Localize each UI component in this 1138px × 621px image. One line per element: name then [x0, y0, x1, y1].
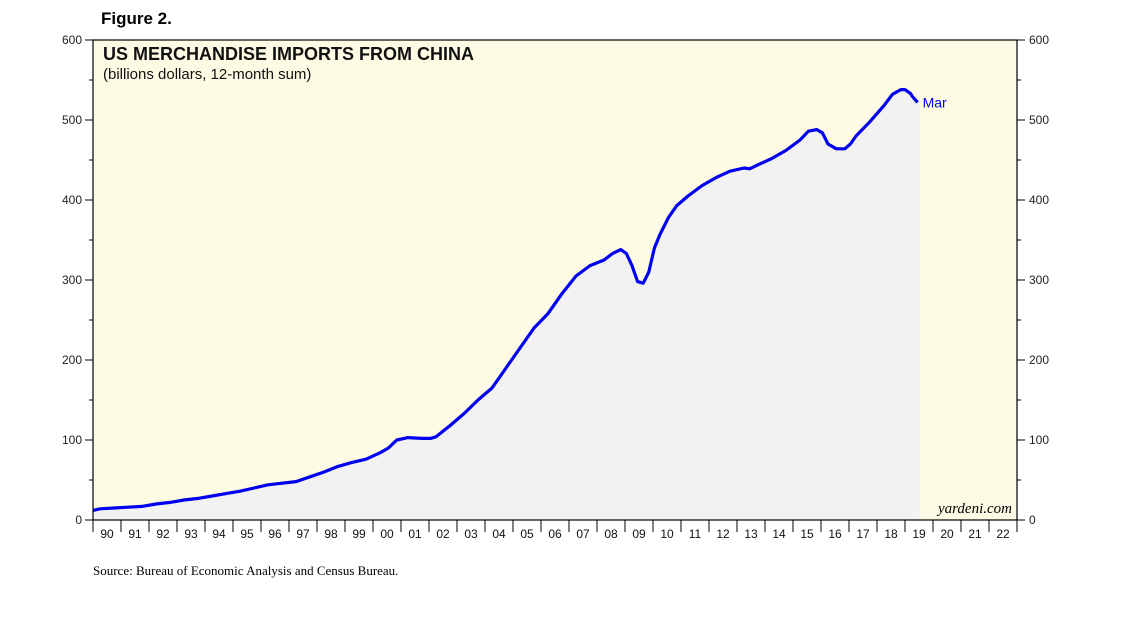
x-tick-label: 09 [632, 527, 646, 541]
x-axis: 90 91 92 93 94 95 96 97 98 99 00 01 02 03 04 05 06 07 08 09… [92, 520, 1018, 541]
x-tick-label: 99 [352, 527, 366, 541]
x-tick-label: 90 [100, 527, 114, 541]
x-tick-label: 17 [856, 527, 870, 541]
x-tick-label: 03 [464, 527, 478, 541]
y-tick-label-left: 500 [62, 113, 82, 127]
x-tick-label: 20 [940, 527, 954, 541]
y-axis-right: 0 100 200 300 400 500 600 [1017, 33, 1049, 527]
x-tick-label: 13 [744, 527, 758, 541]
chart-subtitle: (billions dollars, 12-month sum) [103, 66, 311, 83]
y-tick-label-right: 100 [1029, 433, 1049, 447]
chart-title: US MERCHANDISE IMPORTS FROM CHINA [103, 44, 474, 64]
x-tick-label: 95 [240, 527, 254, 541]
y-tick-label-left: 400 [62, 193, 82, 207]
x-tick-label: 93 [184, 527, 198, 541]
x-tick-label: 21 [968, 527, 982, 541]
x-tick-label: 05 [520, 527, 534, 541]
x-tick-label: 15 [800, 527, 814, 541]
y-tick-label-left: 100 [62, 433, 82, 447]
y-tick-label-left: 300 [62, 273, 82, 287]
x-tick-label: 19 [912, 527, 926, 541]
y-tick-label-left: 200 [62, 353, 82, 367]
x-tick-label: 18 [884, 527, 898, 541]
x-tick-label: 91 [128, 527, 142, 541]
x-tick-label: 12 [716, 527, 730, 541]
y-tick-label-right: 200 [1029, 353, 1049, 367]
figure-label: Figure 2. [101, 9, 172, 28]
x-tick-label: 96 [268, 527, 282, 541]
x-tick-label: 97 [296, 527, 310, 541]
y-tick-label-right: 300 [1029, 273, 1049, 287]
x-tick-label: 07 [576, 527, 590, 541]
x-tick-label: 02 [436, 527, 450, 541]
y-tick-label-left: 0 [75, 513, 82, 527]
x-tick-label: 92 [156, 527, 170, 541]
series-line [92, 88, 919, 512]
y-tick-label-right: 600 [1029, 33, 1049, 47]
x-tick-label: 01 [408, 527, 422, 541]
y-tick-label-left: 600 [62, 33, 82, 47]
watermark: yardeni.com [936, 501, 1012, 517]
y-axis-left: 0 100 200 300 400 500 600 [62, 33, 93, 527]
x-tick-label: 22 [996, 527, 1010, 541]
x-tick-label: 06 [548, 527, 562, 541]
x-tick-label: 94 [212, 527, 226, 541]
series-area [93, 89, 920, 520]
y-tick-label-right: 400 [1029, 193, 1049, 207]
x-tick-label: 98 [324, 527, 338, 541]
x-tick-label: 10 [660, 527, 674, 541]
y-tick-label-right: 500 [1029, 113, 1049, 127]
end-label: Mar [923, 94, 947, 110]
y-tick-label-right: 0 [1029, 513, 1036, 527]
x-tick-label: 04 [492, 527, 506, 541]
x-tick-label: 11 [689, 527, 702, 541]
source-note: Source: Bureau of Economic Analysis and … [93, 563, 399, 578]
x-tick-label: 16 [828, 527, 842, 541]
x-tick-label: 00 [380, 527, 394, 541]
x-tick-label: 14 [772, 527, 786, 541]
x-tick-label: 08 [604, 527, 618, 541]
